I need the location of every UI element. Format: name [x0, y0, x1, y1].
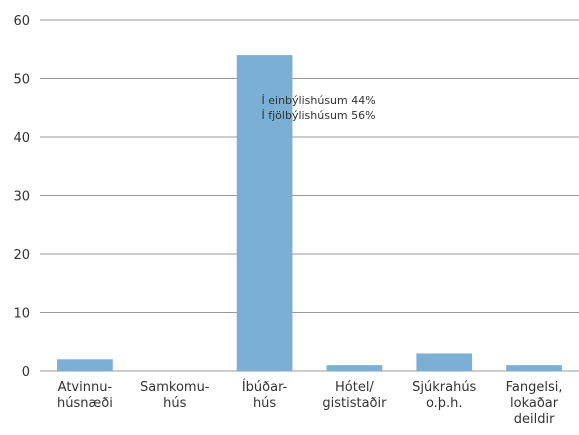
x-tick-label-line: hús [163, 396, 186, 411]
y-tick-label: 50 [13, 73, 30, 88]
y-tick-label: 0 [22, 365, 30, 380]
bar [416, 353, 473, 371]
x-tick-label-line: Íbúðar- [242, 379, 288, 395]
y-tick-label: 30 [13, 190, 30, 205]
bar [57, 359, 113, 371]
x-tick-label: Íbúðar-hús [242, 379, 288, 411]
bar [506, 365, 562, 371]
y-tick-label: 20 [13, 248, 30, 263]
annotation: Í fjölbýlishúsum 56% [262, 109, 376, 122]
x-tick-label-line: Hótel/ [335, 380, 374, 395]
bar [326, 365, 383, 371]
y-tick-label: 10 [13, 307, 30, 322]
x-tick-label-line: o.þ.h. [426, 396, 463, 411]
x-tick-label-line: Sjúkrahús [412, 380, 476, 395]
x-tick-label-line: Atvinnu- [58, 380, 113, 395]
x-tick-label-line: húsnæði [57, 396, 113, 411]
bar [236, 55, 293, 371]
x-tick-label: Hótel/gististaðir [322, 380, 387, 411]
x-tick-label: Sjúkrahús o.þ.h. [412, 380, 476, 411]
x-tick-label: Samkomu-hús [140, 380, 210, 411]
y-tick-label: 60 [13, 14, 30, 29]
x-tick-label-line: hús [253, 396, 276, 411]
annotation: Í einbýlishúsum 44% [262, 94, 376, 107]
y-tick-label: 40 [13, 131, 30, 146]
x-tick-label-line: lokaðar [510, 396, 559, 411]
x-tick-label-line: gististaðir [322, 396, 387, 411]
x-tick-label: Atvinnu-húsnæði [57, 380, 113, 411]
x-tick-label: Fangelsi, lokaðar deildir [506, 380, 563, 427]
x-tick-label-line: Samkomu- [140, 380, 210, 395]
x-tick-label-line: Fangelsi, [506, 380, 563, 395]
x-tick-label-line: deildir [514, 412, 555, 427]
